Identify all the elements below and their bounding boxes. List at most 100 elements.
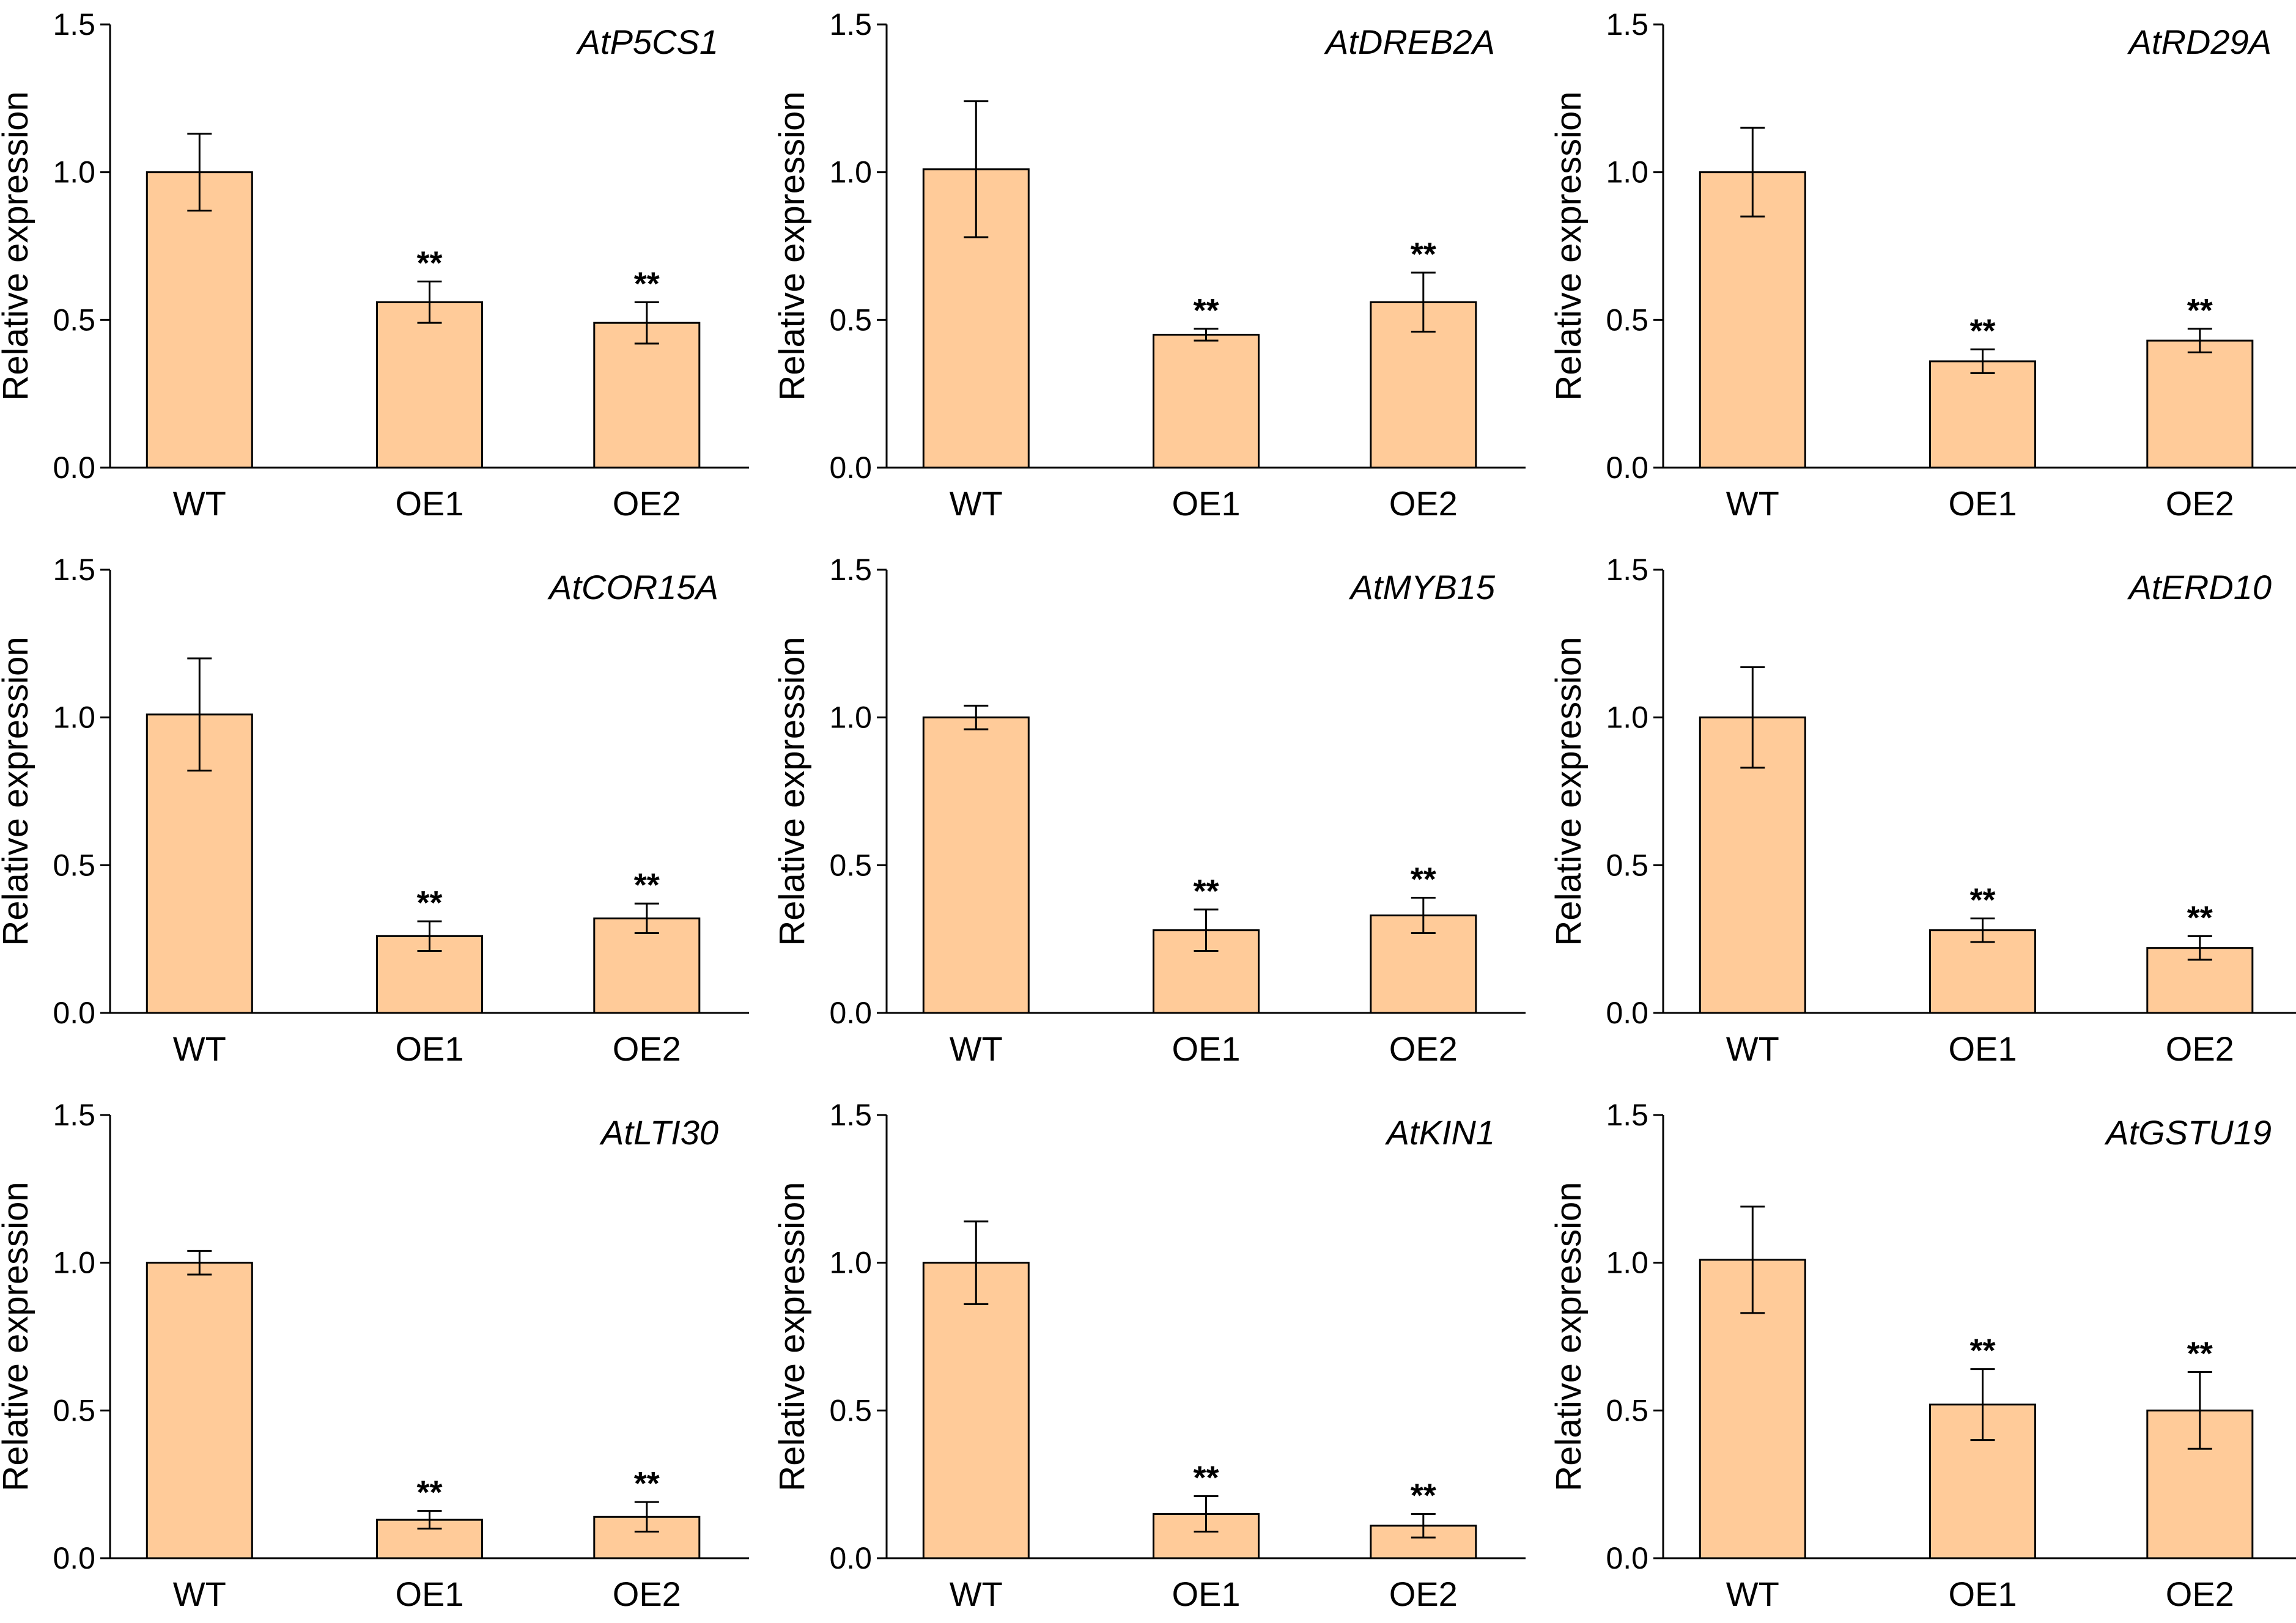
y-tick-label: 1.0	[829, 155, 872, 190]
x-tick-label: WT	[173, 1029, 226, 1068]
bar-oe1	[1153, 334, 1260, 469]
bar-wt	[1699, 171, 1806, 469]
gene-title: AtGSTU19	[2104, 1113, 2272, 1152]
significance-marker: **	[1411, 236, 1436, 273]
y-tick-label: 1.5	[1606, 553, 1648, 587]
y-tick-label: 0.5	[829, 303, 872, 337]
y-tick-label: 0.0	[53, 996, 95, 1030]
y-axis-label: Relative expression	[772, 1182, 812, 1491]
x-tick-label: OE2	[2166, 1029, 2234, 1068]
x-tick-label: WT	[1726, 1029, 1779, 1068]
x-tick-label: WT	[950, 1575, 1003, 1613]
chart-panel-9: 0.0 0.5 1.0 1.5 Relative expression AtGSTU19 W…	[1549, 1098, 2296, 1613]
chart-panel-8: 0.0 0.5 1.0 1.5 Relative expression AtKIN1 WT *…	[772, 1098, 1526, 1613]
significance-marker: **	[634, 1465, 660, 1502]
y-axis-label: Relative expression	[0, 91, 35, 400]
y-tick-label: 0.0	[1606, 451, 1648, 485]
x-tick-label: OE2	[2166, 1575, 2234, 1613]
y-tick-label: 1.5	[829, 7, 872, 42]
significance-marker: **	[1411, 861, 1436, 898]
y-tick-label: 0.5	[1606, 1393, 1648, 1427]
x-tick-label: OE1	[1948, 484, 2017, 523]
y-tick-label: 0.5	[829, 848, 872, 882]
y-tick-label: 1.0	[53, 701, 95, 735]
chart-panel-1: 0.0 0.5 1.0 1.5 Relative expression AtP5CS1 WT…	[0, 7, 749, 523]
y-tick-label: 1.5	[53, 553, 95, 587]
bar-wt	[922, 716, 1030, 1014]
y-tick-label: 1.0	[829, 701, 872, 735]
y-tick-label: 0.0	[829, 1541, 872, 1575]
significance-marker: **	[416, 245, 442, 282]
significance-marker: **	[1193, 873, 1219, 910]
y-tick-label: 1.0	[829, 1246, 872, 1280]
y-tick-label: 0.0	[1606, 996, 1648, 1030]
y-tick-label: 0.0	[53, 1541, 95, 1575]
significance-marker: **	[1411, 1478, 1436, 1514]
y-axis-label: Relative expression	[1549, 1182, 1589, 1491]
y-tick-label: 1.5	[1606, 7, 1648, 42]
gene-title: AtP5CS1	[576, 23, 718, 61]
y-tick-label: 0.5	[53, 848, 95, 882]
gene-title: AtLTI30	[599, 1113, 718, 1152]
gene-title: AtMYB15	[1348, 568, 1495, 606]
x-tick-label: OE2	[613, 484, 681, 523]
bar-wt	[922, 168, 1030, 469]
y-tick-label: 0.5	[829, 1393, 872, 1427]
x-tick-label: WT	[1726, 484, 1779, 523]
bar-oe1	[1929, 929, 2036, 1014]
significance-marker: **	[1193, 1460, 1219, 1496]
y-tick-label: 1.5	[829, 553, 872, 587]
y-tick-label: 0.0	[829, 451, 872, 485]
x-tick-label: OE1	[1172, 1575, 1240, 1613]
x-tick-label: OE1	[1948, 1575, 2017, 1613]
y-tick-label: 1.5	[53, 7, 95, 42]
y-tick-label: 1.0	[1606, 155, 1648, 190]
y-axis-label: Relative expression	[0, 636, 35, 946]
y-tick-label: 0.5	[1606, 303, 1648, 337]
bar-wt	[146, 1262, 253, 1559]
significance-marker: **	[2187, 899, 2213, 936]
chart-panel-6: 0.0 0.5 1.0 1.5 Relative expression AtERD10 WT…	[1549, 553, 2296, 1068]
x-tick-label: WT	[173, 1575, 226, 1613]
y-tick-label: 0.5	[53, 1393, 95, 1427]
gene-title: AtDREB2A	[1324, 23, 1495, 61]
y-tick-label: 0.5	[53, 303, 95, 337]
y-tick-label: 0.0	[53, 451, 95, 485]
significance-marker: **	[1969, 881, 1995, 918]
gene-title: AtERD10	[2127, 568, 2272, 606]
significance-marker: **	[1969, 313, 1995, 350]
significance-marker: **	[634, 867, 660, 904]
chart-panel-7: 0.0 0.5 1.0 1.5 Relative expression AtLTI30 WT…	[0, 1098, 749, 1613]
x-tick-label: WT	[950, 1029, 1003, 1068]
y-tick-label: 0.0	[829, 996, 872, 1030]
chart-panel-3: 0.0 0.5 1.0 1.5 Relative expression AtRD29A WT…	[1549, 7, 2296, 523]
y-axis-label: Relative expression	[0, 1182, 35, 1491]
significance-marker: **	[1193, 292, 1219, 329]
bar-oe1	[1929, 360, 2036, 469]
x-tick-label: WT	[1726, 1575, 1779, 1613]
x-tick-label: OE1	[395, 484, 463, 523]
significance-marker: **	[416, 885, 442, 921]
y-tick-label: 0.5	[1606, 848, 1648, 882]
x-tick-label: OE1	[395, 1575, 463, 1613]
y-tick-label: 1.0	[53, 1246, 95, 1280]
significance-marker: **	[416, 1474, 442, 1511]
bar-oe2	[593, 917, 701, 1014]
significance-marker: **	[2187, 1336, 2213, 1372]
x-tick-label: OE1	[395, 1029, 463, 1068]
x-tick-label: OE1	[1172, 1029, 1240, 1068]
x-tick-label: OE2	[1389, 484, 1458, 523]
y-tick-label: 1.0	[53, 155, 95, 190]
x-tick-label: WT	[950, 484, 1003, 523]
bar-oe1	[376, 301, 483, 469]
x-tick-label: OE2	[613, 1575, 681, 1613]
y-axis-label: Relative expression	[772, 636, 812, 946]
bar-oe2	[2146, 339, 2254, 469]
x-tick-label: OE2	[613, 1029, 681, 1068]
bar-wt	[146, 171, 253, 469]
significance-marker: **	[1969, 1333, 1995, 1369]
chart-panel-2: 0.0 0.5 1.0 1.5 Relative expression AtDREB2A W…	[772, 7, 1526, 523]
y-axis-label: Relative expression	[1549, 91, 1589, 400]
gene-title: AtRD29A	[2127, 23, 2272, 61]
